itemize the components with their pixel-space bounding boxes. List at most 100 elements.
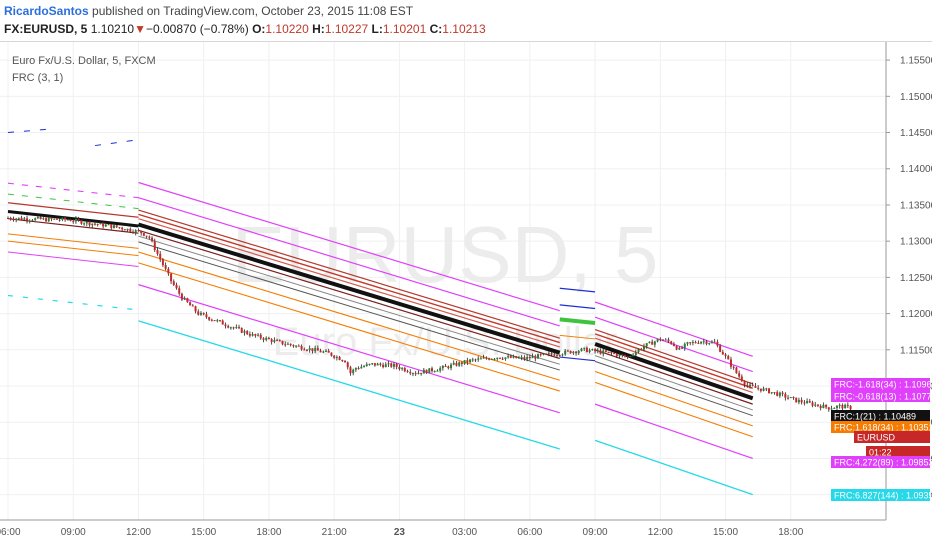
- candle-body: [99, 222, 102, 225]
- candle-body: [460, 362, 463, 364]
- x-tick-label: 15:00: [191, 527, 216, 538]
- candle-body: [93, 223, 96, 225]
- candle-body: [83, 223, 86, 225]
- x-tick-label: 06:00: [0, 527, 21, 538]
- frc-line: [594, 333, 753, 389]
- high-value: 1.10227: [324, 22, 369, 36]
- candle-body: [64, 217, 67, 220]
- author-link[interactable]: RicardoSantos: [4, 4, 89, 18]
- candle-body: [504, 357, 507, 360]
- candle-body: [325, 350, 327, 352]
- candle-body: [23, 218, 26, 220]
- candle-body: [382, 364, 385, 368]
- candle-body: [243, 331, 246, 333]
- candle-body: [599, 350, 602, 354]
- frc-line: [7, 209, 139, 228]
- candle-body: [653, 341, 656, 345]
- candle-body: [607, 351, 610, 353]
- y-tick-label: 1.12500: [900, 273, 932, 284]
- frc-line: [559, 356, 596, 362]
- y-tick-label: 1.14000: [900, 164, 932, 175]
- chart-grid: [0, 42, 886, 520]
- frc-line: [138, 229, 560, 360]
- low-value: 1.10201: [382, 22, 427, 36]
- price-label-text: 01:22: [869, 448, 892, 458]
- candle-body: [485, 357, 488, 359]
- candle-body: [556, 355, 559, 357]
- candle-body: [545, 353, 548, 355]
- candle-body: [594, 349, 597, 352]
- candle-body: [379, 363, 382, 365]
- candle-body: [757, 387, 760, 389]
- candle-body: [371, 363, 374, 365]
- candle-body: [618, 354, 621, 357]
- x-tick-label: 23: [394, 527, 406, 538]
- candle-body: [444, 365, 447, 367]
- candle-body: [539, 354, 542, 356]
- open-value: 1.10220: [265, 22, 309, 36]
- down-arrow-icon: ▼: [134, 22, 146, 36]
- candle-body: [42, 218, 45, 220]
- frc-line: [138, 197, 560, 327]
- candle-body: [183, 298, 186, 300]
- x-tick-label: 18:00: [256, 527, 281, 538]
- candle-body: [346, 362, 349, 368]
- candle-body: [167, 268, 170, 274]
- candle-body: [550, 353, 553, 355]
- candle-body: [629, 356, 632, 358]
- candle-body: [137, 230, 140, 232]
- candle-body: [637, 349, 640, 353]
- candle-body: [569, 350, 572, 354]
- candle-body: [284, 344, 287, 346]
- candle-body: [814, 404, 817, 406]
- candle-body: [656, 339, 659, 342]
- candle-body: [759, 388, 762, 391]
- candle-body: [458, 362, 461, 366]
- candle-body: [66, 219, 69, 221]
- frc-line: [559, 287, 596, 293]
- frc-line: [594, 355, 753, 411]
- candle-body: [433, 371, 436, 373]
- frc-line: [594, 403, 753, 460]
- candle-body: [246, 331, 249, 335]
- frc-line: [594, 328, 753, 385]
- candle-body: [259, 334, 262, 339]
- candle-body: [113, 225, 115, 229]
- candle-body: [373, 363, 376, 366]
- candle-body: [148, 236, 151, 238]
- indicator-label[interactable]: FRC (3, 1): [12, 72, 64, 84]
- candle-body: [335, 356, 338, 358]
- candle-body: [45, 218, 48, 222]
- candle-body: [509, 356, 512, 358]
- price-label-bg: [866, 446, 930, 458]
- candle-body: [254, 334, 257, 336]
- candle-body: [531, 356, 534, 359]
- candle-body: [387, 363, 390, 365]
- candle-body: [523, 357, 526, 360]
- candle-body: [55, 218, 58, 220]
- candle-body: [17, 217, 20, 219]
- candle-body: [129, 228, 132, 232]
- candle-body: [838, 404, 841, 406]
- candle-body: [621, 354, 624, 356]
- frc-line: [138, 320, 560, 450]
- candle-body: [561, 354, 564, 356]
- candle-body: [662, 339, 665, 341]
- publish-line: RicardoSantos published on TradingView.c…: [4, 4, 413, 18]
- candle-body: [327, 350, 330, 353]
- candle-body: [768, 388, 771, 394]
- candle-body: [716, 341, 719, 346]
- watermark-symbol: EURUSD, 5: [232, 210, 659, 299]
- candle-body: [170, 273, 173, 282]
- frc-line: [594, 371, 753, 427]
- candle-body: [411, 373, 414, 375]
- candle-body: [751, 384, 754, 386]
- candle-body: [12, 219, 15, 221]
- candle-body: [224, 324, 227, 327]
- candle-body: [585, 347, 588, 353]
- candle-body: [708, 343, 711, 345]
- candle-body: [691, 342, 694, 344]
- x-tick-label: 21:00: [322, 527, 347, 538]
- candle-body: [835, 405, 838, 408]
